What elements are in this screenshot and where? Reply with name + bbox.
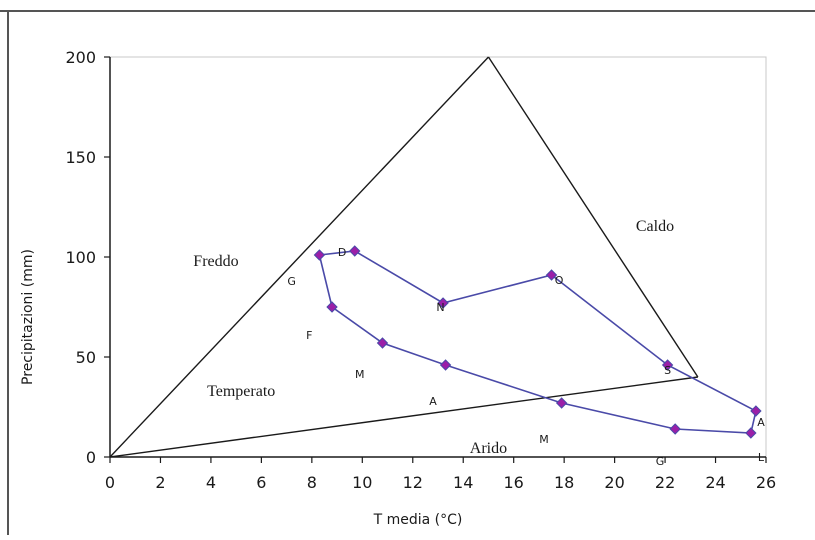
month-label: D [338, 246, 346, 259]
month-label: F [306, 329, 312, 342]
data-point-marker [439, 359, 452, 371]
month-label: M [355, 368, 365, 381]
y-tick-label: 150 [65, 148, 96, 167]
data-point-marker [313, 249, 326, 261]
data-point-marker [555, 397, 568, 409]
month-label: M [539, 433, 549, 446]
x-tick-label: 12 [403, 473, 423, 492]
data-point-marker [437, 297, 449, 309]
x-tick-label: 10 [352, 473, 372, 492]
data-point-marker [745, 427, 757, 439]
x-tick-label: 18 [554, 473, 574, 492]
zone-boundary-line [109, 376, 698, 458]
data-point-marker [750, 405, 762, 417]
x-tick-label: 26 [756, 473, 776, 492]
x-tick-label: 14 [453, 473, 473, 492]
zone-boundary-line [109, 56, 489, 458]
data-point-marker [661, 359, 674, 371]
month-label: S [664, 364, 671, 377]
y-tick-label: 200 [65, 48, 96, 67]
month-label: A [757, 416, 765, 429]
y-tick-label: 0 [86, 448, 96, 467]
x-tick-label: 16 [504, 473, 524, 492]
data-point-marker [349, 245, 361, 257]
x-tick-label: 0 [105, 473, 115, 492]
labels-layer: Caldo Freddo Temperato Arido D N O S A L G M A M F G [193, 218, 765, 468]
x-tick-label: 2 [155, 473, 165, 492]
month-label: G [656, 455, 665, 468]
x-tick-label: 6 [256, 473, 266, 492]
month-label: L [758, 451, 765, 464]
month-label: G [287, 275, 296, 288]
series-layer [313, 245, 762, 439]
y-tick-label: 100 [65, 248, 96, 267]
region-label: Arido [470, 440, 507, 457]
y-axis-title: Precipitazioni (mm) [20, 249, 36, 385]
data-point-marker [545, 269, 558, 281]
data-point-marker [326, 301, 338, 313]
region-label: Caldo [636, 218, 674, 235]
region-label: Temperato [207, 383, 275, 400]
region-label: Freddo [193, 253, 238, 270]
y-tick-label: 50 [76, 348, 96, 367]
data-point-marker [669, 423, 681, 435]
month-label: N [436, 301, 444, 314]
zone-lines-layer [109, 56, 699, 458]
x-tick-label: 22 [655, 473, 675, 492]
data-point-marker [376, 337, 389, 349]
x-tick-label: 20 [604, 473, 624, 492]
x-tick-label: 8 [307, 473, 317, 492]
month-label: A [429, 395, 437, 408]
zone-boundary-line [487, 56, 699, 378]
x-tick-label: 4 [206, 473, 216, 492]
x-tick-label: 24 [705, 473, 725, 492]
x-axis-title: T media (°C) [373, 512, 463, 528]
month-label: O [555, 274, 564, 287]
